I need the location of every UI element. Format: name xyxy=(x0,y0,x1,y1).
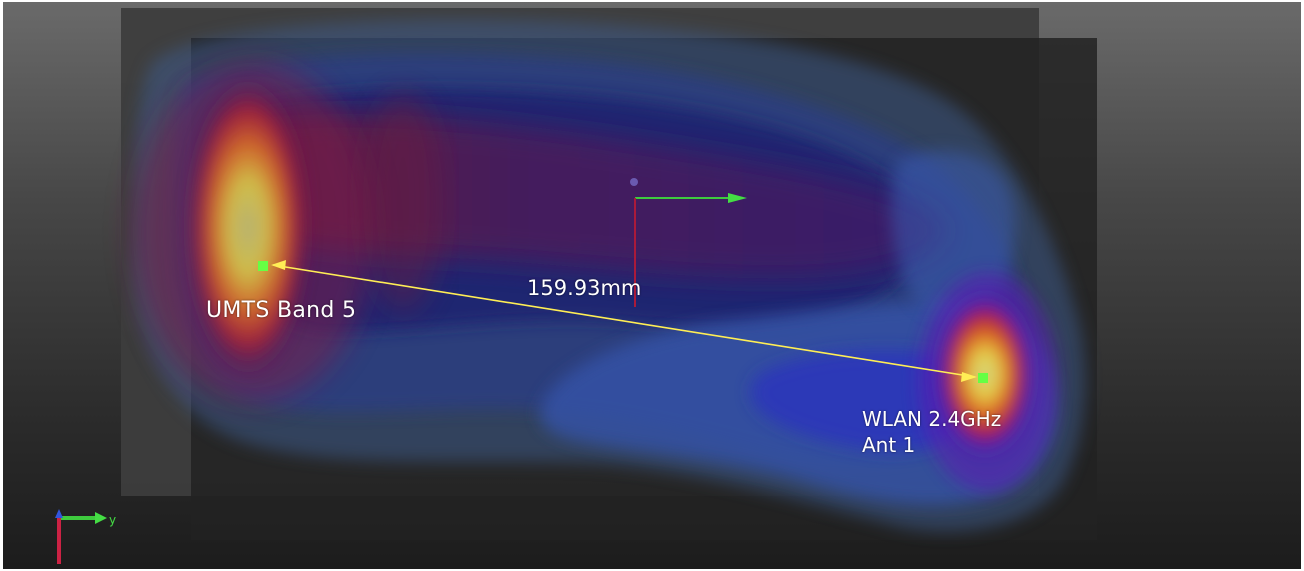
measurement-arrow-left xyxy=(271,260,286,270)
antenna-label-wlan-line-2: Ant 1 xyxy=(862,433,916,457)
center-axis-origin xyxy=(630,178,638,186)
measurement-distance-label: 159.93mm xyxy=(527,276,642,300)
field-right-blue-core xyxy=(750,350,969,452)
center-axis-y-arrowhead xyxy=(728,193,747,203)
triad-y-label: y xyxy=(109,513,116,527)
measurement-arrow-right xyxy=(961,372,977,382)
feed-marker-umts xyxy=(258,261,268,271)
feed-marker-wlan xyxy=(978,373,988,383)
hotspot-left-secondary xyxy=(363,92,443,312)
field-heatmap-scene[interactable]: y xyxy=(3,2,1301,569)
3d-viewport[interactable]: y UMTS Band 5 WLAN 2.4GHz Ant 1 159.93mm xyxy=(3,2,1301,569)
orientation-triad: y xyxy=(55,509,116,564)
antenna-label-umts: UMTS Band 5 xyxy=(206,298,357,323)
antenna-label-wlan-line-1: WLAN 2.4GHz xyxy=(862,407,1002,431)
measurement-line xyxy=(272,264,976,378)
hotspot-left xyxy=(186,77,310,377)
antenna-label-wlan: WLAN 2.4GHz Ant 1 xyxy=(862,406,1001,458)
